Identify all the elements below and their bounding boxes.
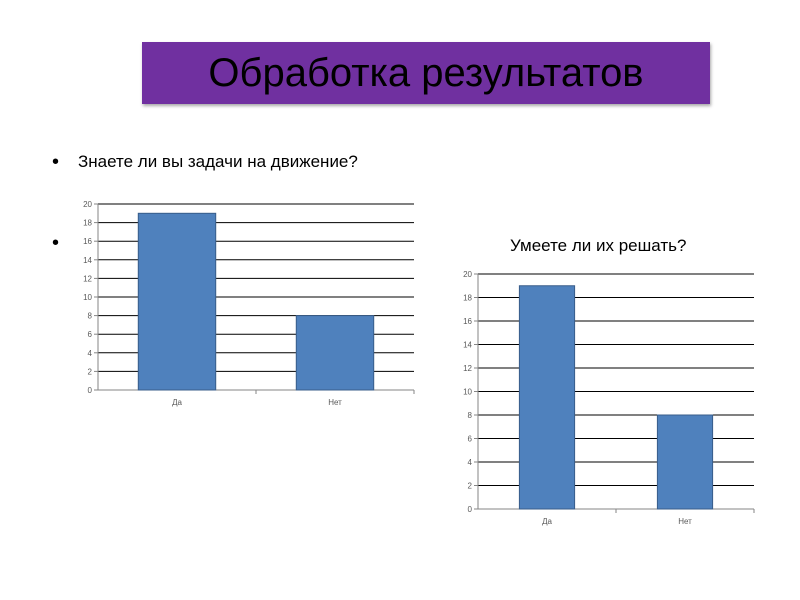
- chart-1-tick-label: 20: [83, 200, 92, 209]
- bullet-text-1: Знаете ли вы задачи на движение?: [78, 152, 358, 171]
- chart-1-bar-1: [137, 212, 217, 391]
- chart-2-tick-label: 14: [463, 341, 472, 350]
- chart-1-tick-label: 2: [88, 367, 93, 376]
- title-banner: Обработка результатов: [142, 42, 710, 104]
- chart-1-tick-label: 8: [88, 312, 93, 321]
- chart-1-tick-label: 10: [83, 293, 92, 302]
- chart-1-tick-label: 16: [83, 237, 92, 246]
- chart-2-tick-label: 6: [468, 435, 473, 444]
- chart-2-tick-label: 12: [463, 364, 472, 373]
- chart-2-tick-label: 20: [463, 270, 472, 279]
- chart-1-tick-label: 14: [83, 256, 92, 265]
- chart-2-tick-label: 10: [463, 388, 472, 397]
- chart-2-tick-label: 16: [463, 317, 472, 326]
- chart-1-bar-2: [295, 315, 375, 391]
- chart-1-tick-label: 18: [83, 219, 92, 228]
- chart-2-title: Умеете ли их решать?: [510, 236, 687, 255]
- bullet-dot-1: •: [52, 151, 60, 173]
- chart-1-category-label-1: Да: [172, 398, 182, 407]
- chart-2-bar-1: [518, 285, 576, 510]
- chart-2-tick-label: 18: [463, 294, 472, 303]
- chart-2-tick-label: 8: [468, 411, 473, 420]
- chart-2-bar-2: [656, 414, 714, 510]
- chart-1-tick-label: 12: [83, 274, 92, 283]
- chart-1-tick-label: 4: [88, 349, 93, 358]
- chart-1-tick-label: 0: [88, 386, 93, 395]
- bullet-dot-2: •: [52, 232, 60, 254]
- chart-2-tick-label: 0: [468, 505, 473, 514]
- chart-2-tick-label: 2: [468, 482, 473, 491]
- page-title: Обработка результатов: [208, 50, 644, 95]
- chart-2-tick-label: 4: [468, 458, 473, 467]
- chart-1-tick-label: 6: [88, 330, 93, 339]
- chart-2-category-label-2: Нет: [678, 517, 692, 526]
- chart-2-category-label-1: Да: [542, 517, 552, 526]
- chart-1-category-label-2: Нет: [328, 398, 342, 407]
